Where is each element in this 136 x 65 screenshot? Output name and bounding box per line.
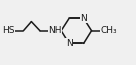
Text: N: N (80, 14, 87, 23)
Text: CH₃: CH₃ (101, 26, 117, 35)
Text: NH: NH (48, 26, 62, 35)
Text: N: N (66, 39, 72, 48)
Text: HS: HS (2, 26, 14, 35)
